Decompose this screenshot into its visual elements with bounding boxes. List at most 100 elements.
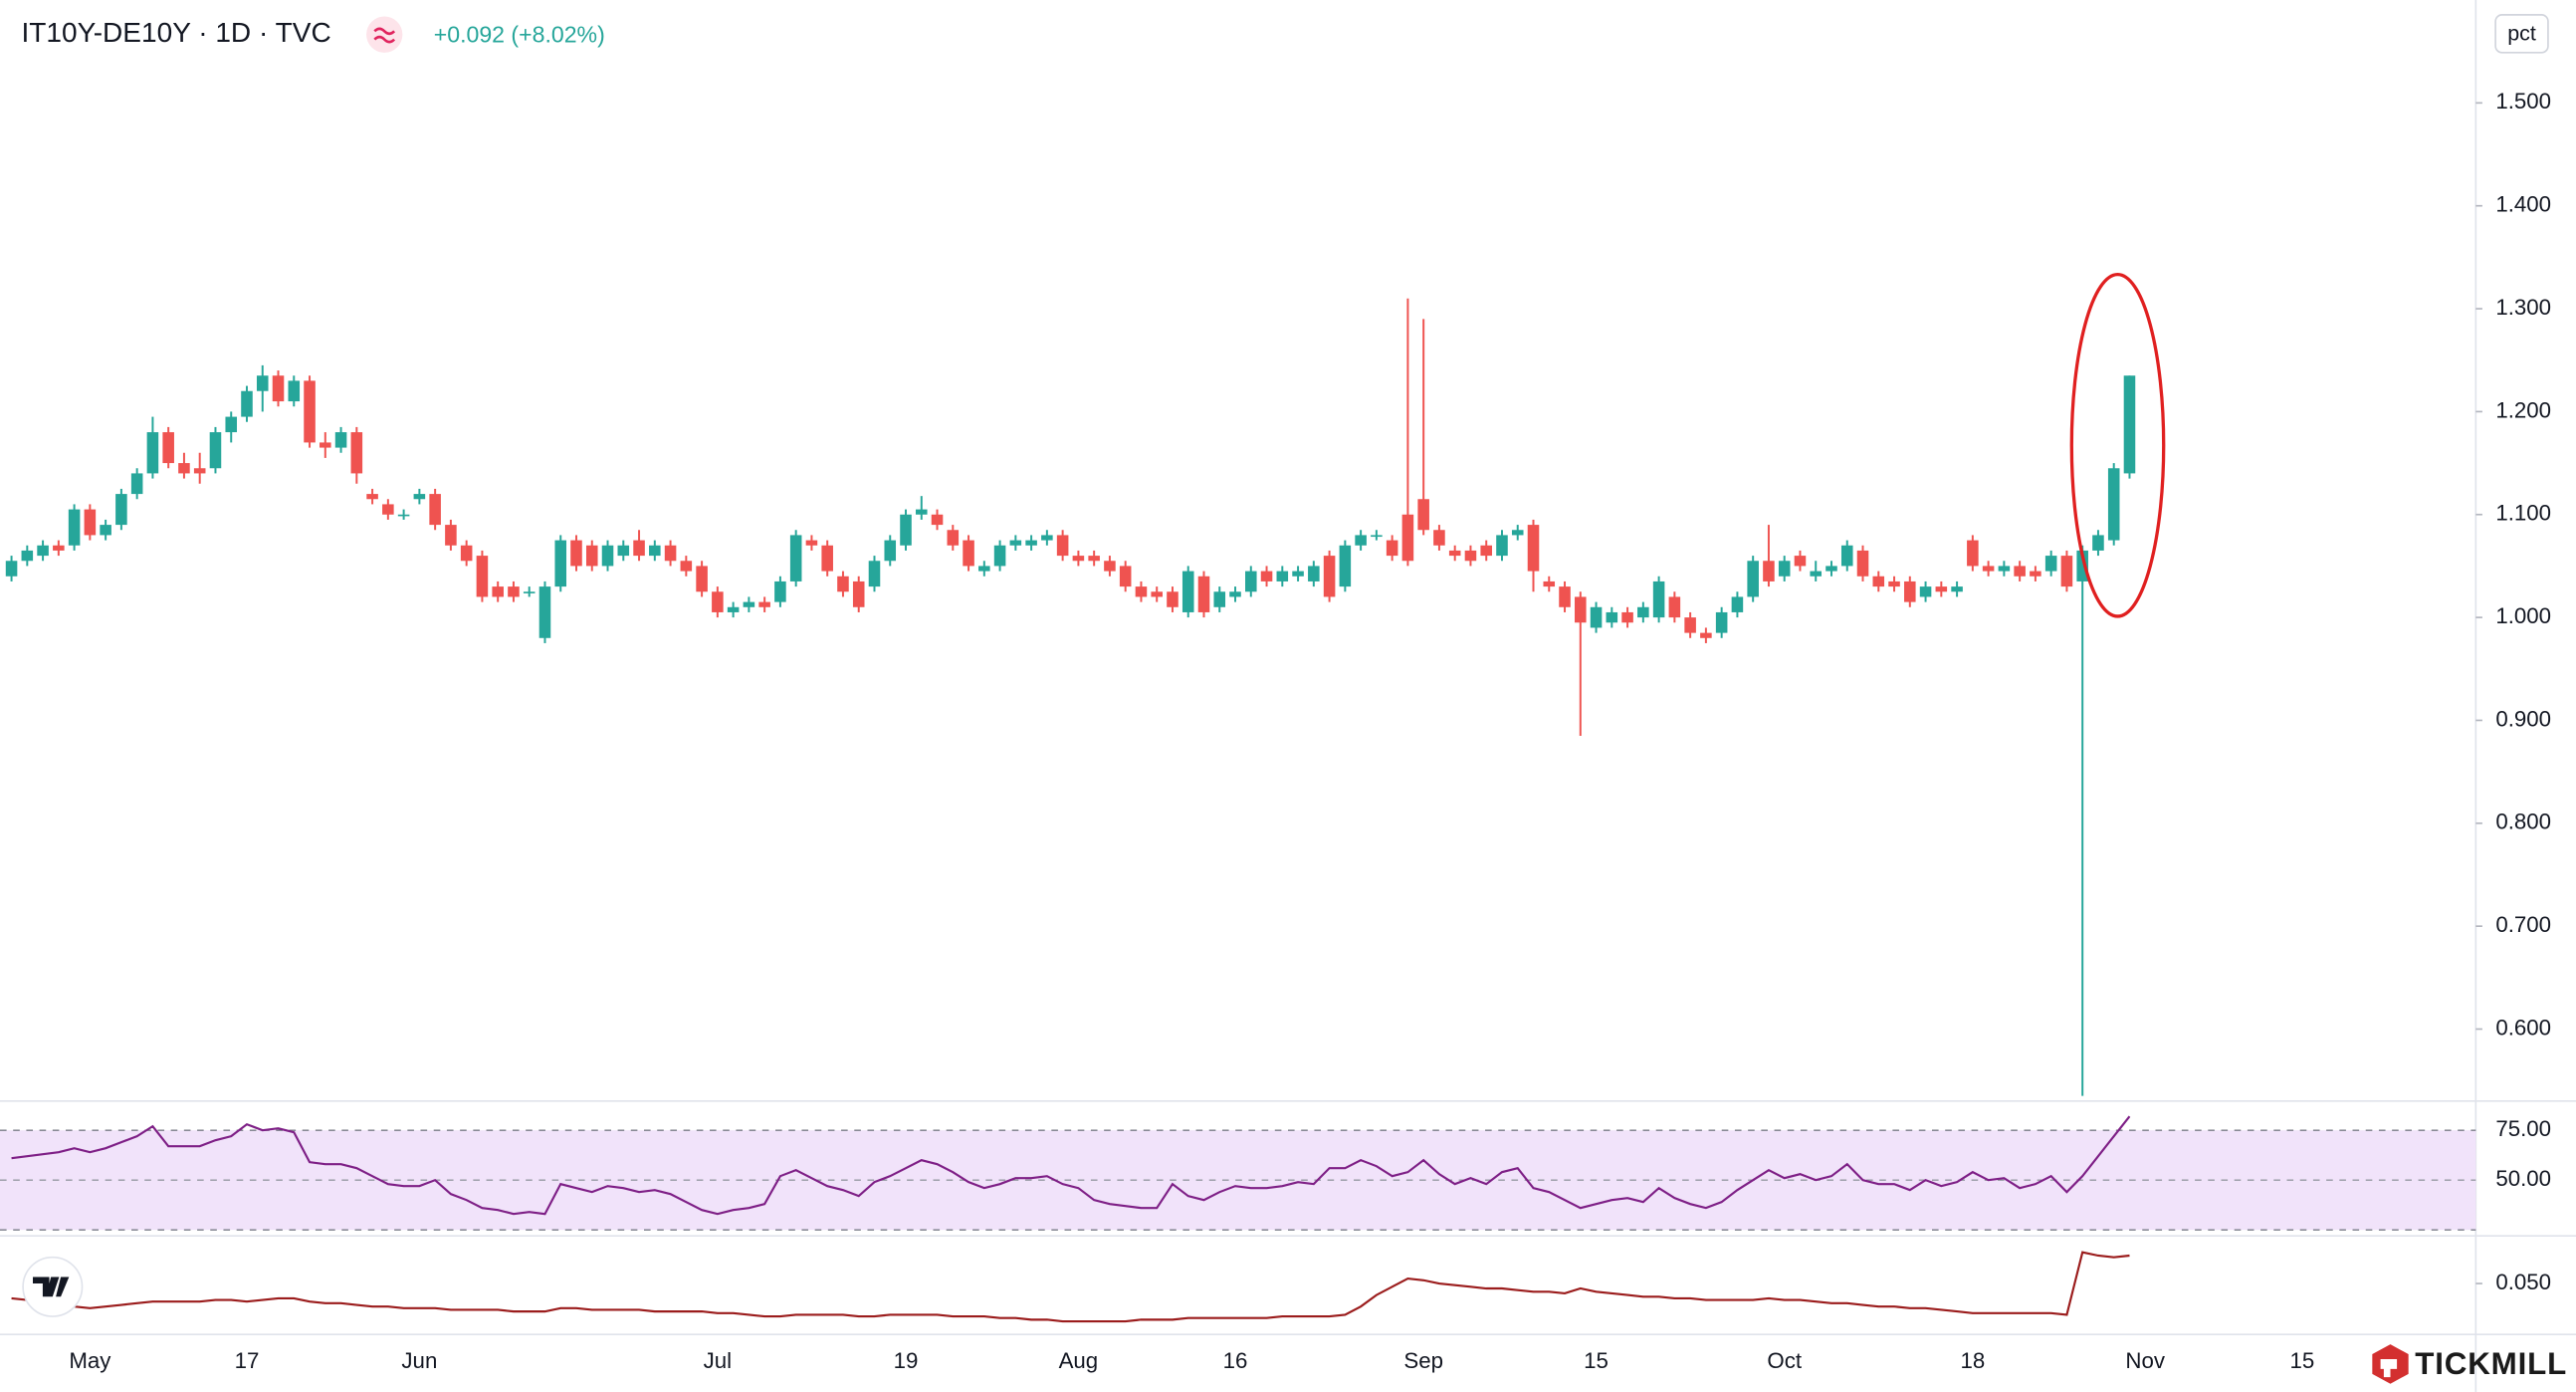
candle-body	[1009, 540, 1022, 546]
unit-badge[interactable]	[2494, 14, 2549, 54]
candle-body	[1480, 545, 1492, 557]
candle-body	[178, 463, 190, 474]
candle-body	[1072, 556, 1085, 562]
candle-body	[100, 525, 111, 536]
candle-body	[1763, 561, 1775, 581]
candle-body	[53, 545, 65, 551]
candle-body	[2076, 550, 2088, 581]
candle-body	[130, 473, 143, 495]
candle-body	[915, 509, 928, 515]
candle-body	[1371, 535, 1383, 538]
candle-body	[225, 416, 238, 433]
candle-body	[1731, 596, 1744, 612]
candle-body	[1668, 596, 1681, 618]
icon-background	[366, 16, 403, 53]
candle-body	[1575, 596, 1587, 623]
candle-body	[727, 606, 740, 612]
candle-body	[712, 591, 724, 612]
price-change: +0.092 (+8.02%)	[434, 21, 605, 47]
candle-body	[664, 545, 677, 562]
brand-icon-mark	[2380, 1358, 2398, 1378]
candle-body	[758, 601, 770, 607]
candle-body	[1308, 566, 1320, 581]
candle-body	[585, 545, 598, 567]
x-tick-label: Aug	[1059, 1348, 1099, 1373]
candle-body	[288, 380, 301, 402]
candle-body	[2107, 468, 2120, 541]
x-tick-label: Jul	[704, 1348, 732, 1373]
candle-body	[1715, 611, 1728, 633]
unit-label[interactable]: pct	[2507, 21, 2536, 45]
candle-body	[21, 550, 34, 562]
candle-body	[963, 540, 974, 567]
candle-body	[570, 540, 582, 567]
candle-body	[1245, 571, 1257, 592]
candle-body	[1637, 606, 1649, 618]
candle-body	[680, 561, 693, 572]
candle-body	[633, 540, 645, 557]
candle-body	[5, 561, 18, 577]
candle-body	[1181, 571, 1194, 612]
candle-body	[947, 530, 960, 546]
candle-body	[1543, 580, 1556, 587]
candle-body	[1747, 561, 1759, 597]
candle-body	[1684, 617, 1696, 633]
candle-body	[334, 432, 347, 448]
x-tick-label: Jun	[401, 1348, 437, 1373]
candle-body	[366, 494, 378, 500]
candle-body	[649, 545, 661, 557]
candle-body	[1433, 530, 1445, 546]
candle-body	[2044, 556, 2057, 572]
candle-body	[413, 494, 426, 500]
x-tick-label: Oct	[1767, 1348, 1802, 1373]
candle-body	[1041, 535, 1053, 541]
candle-body	[68, 509, 81, 546]
brand-logo: TICKMILL	[2372, 1344, 2567, 1384]
candle-body	[1998, 566, 2011, 572]
candle-body	[554, 540, 567, 587]
candle-body	[1496, 535, 1508, 557]
candle-body	[84, 509, 97, 536]
candle-body	[1417, 499, 1429, 531]
candle-body	[445, 525, 457, 546]
indicator-line	[11, 1251, 2130, 1323]
rsi-line	[11, 1115, 2131, 1216]
rsi-tick-label: 75.00	[2495, 1116, 2551, 1141]
candle-body	[2092, 535, 2104, 551]
candle-body	[350, 432, 363, 474]
icon-glyph	[373, 27, 396, 44]
candle-body	[1464, 550, 1477, 562]
x-tick-label: Sep	[1403, 1348, 1443, 1373]
candle-body	[601, 545, 614, 567]
candle-body	[1919, 586, 1932, 597]
candle-body	[1982, 566, 1995, 572]
x-tick-label: 17	[235, 1348, 260, 1373]
candle-body	[884, 540, 897, 562]
candle-body	[1323, 556, 1336, 597]
brand-name: TICKMILL	[2415, 1346, 2567, 1381]
y-tick-label: 0.800	[2495, 810, 2551, 834]
indicator-icon	[366, 16, 403, 53]
candle-body	[429, 494, 441, 526]
candle-body	[1355, 535, 1367, 546]
candle-body	[209, 432, 222, 469]
y-tick-label: 1.000	[2495, 603, 2551, 628]
y-tick-label: 1.100	[2495, 501, 2551, 526]
x-tick-label: 16	[1223, 1348, 1248, 1373]
candle-body	[852, 580, 865, 607]
candle-body	[1025, 540, 1037, 546]
candle-body	[304, 380, 316, 443]
candle-body	[1386, 540, 1398, 557]
candle-body	[241, 390, 253, 417]
candle-body	[508, 586, 520, 597]
candle-body	[868, 561, 881, 587]
x-tick-label: May	[69, 1348, 111, 1373]
candle-body	[115, 494, 127, 526]
candle-body	[617, 545, 630, 557]
candle-body	[1621, 611, 1633, 623]
candle-body	[1904, 580, 1916, 602]
candle-body	[1056, 535, 1069, 557]
candle-body	[1448, 550, 1461, 557]
